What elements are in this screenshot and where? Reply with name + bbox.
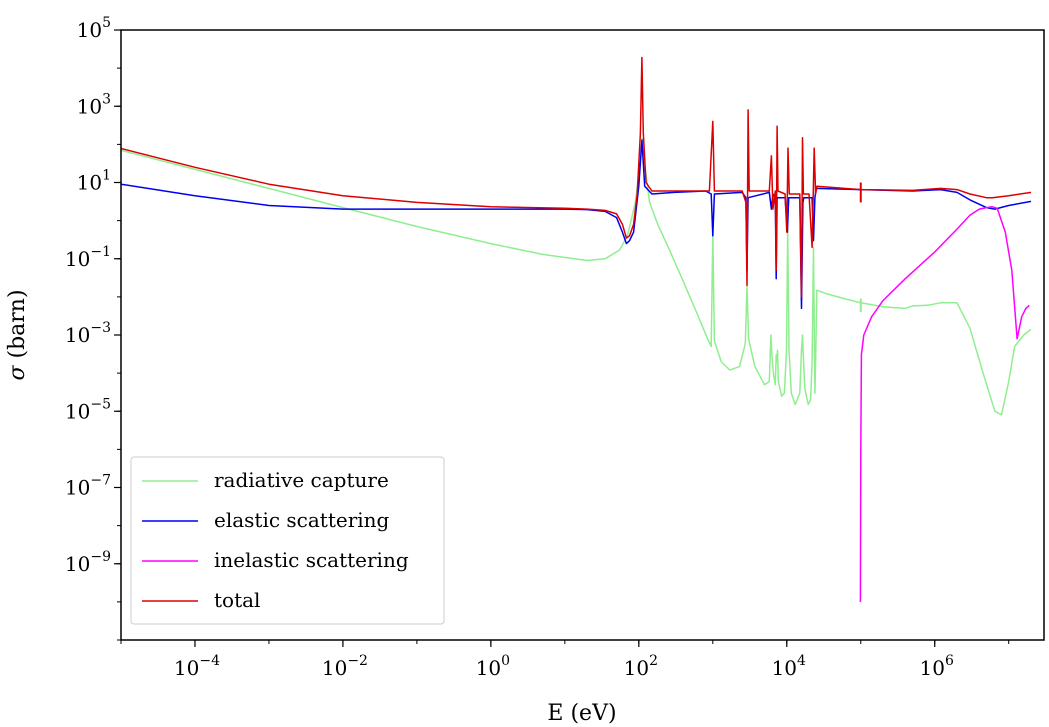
- y-tick-label: 10−9: [65, 549, 111, 576]
- legend-label-3: total: [214, 588, 260, 612]
- y-tick-label: 103: [77, 91, 111, 118]
- x-tick-label: 102: [624, 653, 658, 680]
- y-axis-label: σ (barn): [5, 289, 30, 380]
- series-layer: [121, 56, 1032, 602]
- y-axis-label-unit: (barn): [5, 289, 30, 365]
- y-tick-label: 10−7: [65, 473, 111, 500]
- x-axis-ticks: 10−4 10−2 100 102 104 106: [120, 640, 1010, 680]
- x-tick-label: 10−2: [322, 653, 368, 680]
- y-tick-label: 101: [77, 168, 111, 195]
- series-line-3: [121, 56, 1032, 298]
- x-tick-label: 104: [772, 653, 806, 680]
- x-tick-label: 106: [920, 653, 954, 680]
- legend: radiative capture elastic scattering inela…: [130, 456, 445, 625]
- x-tick-label: 100: [476, 653, 510, 680]
- y-axis-label-symbol: σ: [5, 365, 30, 381]
- x-tick-label: 10−4: [174, 653, 220, 680]
- legend-label-0: radiative capture: [214, 468, 389, 492]
- legend-label-1: elastic scattering: [214, 508, 390, 532]
- series-line-2: [859, 206, 1030, 602]
- y-tick-label: 10−1: [65, 244, 111, 271]
- y-axis-ticks: 10−9 10−7 10−5 10−3 10−1 101 103 105: [65, 15, 121, 641]
- y-tick-label: 10−3: [65, 320, 111, 347]
- legend-label-2: inelastic scattering: [214, 548, 409, 572]
- y-tick-label: 10−5: [65, 396, 111, 423]
- x-axis-label: E (eV): [547, 701, 616, 726]
- y-tick-label: 105: [77, 15, 111, 42]
- legend-box: [130, 456, 445, 625]
- series-line-1: [121, 139, 1032, 310]
- series-line-0: [121, 138, 1032, 416]
